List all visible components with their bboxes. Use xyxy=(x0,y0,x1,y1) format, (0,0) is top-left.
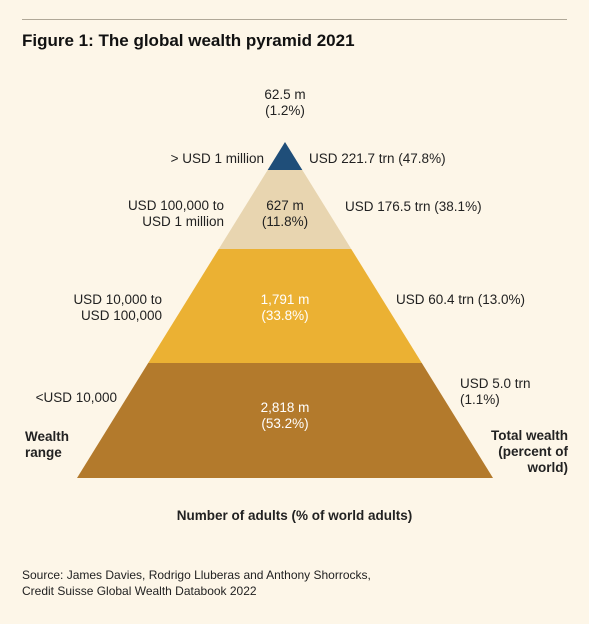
source-note: Source: James Davies, Rodrigo Lluberas a… xyxy=(22,567,371,599)
adults-label-tier-3: 1,791 m (33.8%) xyxy=(185,292,385,324)
adults-label-tier-4-line-1: 2,818 m xyxy=(260,400,310,415)
adults-label-tier-2-line-2: (11.8%) xyxy=(261,214,309,229)
wealth-range-axis-title: Wealth range xyxy=(25,429,69,461)
adults-label-tier-3-line-2: (33.8%) xyxy=(261,308,309,323)
total-wealth-label-tier-4-line-1: USD 5.0 trn xyxy=(460,376,531,391)
total-wealth-label-tier-1-line-1: USD 221.7 trn (47.8%) xyxy=(309,151,446,166)
wealth-range-label-tier-2-line-1: USD 100,000 to xyxy=(127,198,224,213)
adults-label-tier-3-line-1: 1,791 m xyxy=(260,292,310,307)
wealth-range-label-tier-2-line-2: USD 1 million xyxy=(142,214,224,229)
wealth-range-label-tier-3: USD 10,000 to USD 100,000 xyxy=(73,292,162,324)
total-wealth-label-tier-2: USD 176.5 trn (38.1%) xyxy=(345,199,482,215)
pyramid-tier-2 xyxy=(218,170,352,249)
wealth-range-label-tier-1-line-1: > USD 1 million xyxy=(170,151,264,166)
wealth-range-label-tier-1: > USD 1 million xyxy=(171,151,264,167)
adults-label-tier-4-line-2: (53.2%) xyxy=(261,416,309,431)
figure-title: Figure 1: The global wealth pyramid 2021 xyxy=(22,31,355,50)
total-wealth-axis-title: Total wealth (percent of world) xyxy=(491,428,568,476)
adults-label-tier-2: 627 m (11.8%) xyxy=(185,198,385,230)
total-wealth-label-tier-1: USD 221.7 trn (47.8%) xyxy=(309,151,446,167)
adults-label-tier-1-line-2: (1.2%) xyxy=(265,103,305,118)
pyramid-tier-4 xyxy=(77,363,493,478)
wealth-range-axis-title-line-1: Wealth xyxy=(25,429,70,444)
total-wealth-label-tier-4-line-2: (1.1%) xyxy=(460,392,500,407)
source-line-2: Credit Suisse Global Wealth Databook 202… xyxy=(22,584,257,598)
wealth-range-axis-title-line-2: range xyxy=(25,445,62,460)
wealth-range-label-tier-4-line-1: <USD 10,000 xyxy=(35,390,117,405)
adults-axis-title: Number of adults (% of world adults) xyxy=(176,508,413,523)
adults-label-tier-2-line-1: 627 m xyxy=(266,198,304,213)
adults-label-tier-1: 62.5 m (1.2%) xyxy=(185,87,385,119)
adults-label-tier-4: 2,818 m (53.2%) xyxy=(185,400,385,432)
wealth-range-label-tier-3-line-1: USD 10,000 to xyxy=(73,292,162,307)
wealth-range-label-tier-3-line-2: USD 100,000 xyxy=(80,308,162,323)
total-wealth-axis-title-line-2: (percent of xyxy=(498,444,568,459)
pyramid-tier-1 xyxy=(267,142,303,170)
pyramid-tier-3 xyxy=(148,249,422,363)
wealth-range-label-tier-4: <USD 10,000 xyxy=(36,390,117,406)
source-line-1: Source: James Davies, Rodrigo Lluberas a… xyxy=(22,568,371,582)
total-wealth-label-tier-4: USD 5.0 trn (1.1%) xyxy=(460,376,531,408)
wealth-range-label-tier-2: USD 100,000 to USD 1 million xyxy=(128,198,224,230)
total-wealth-axis-title-line-1: Total wealth xyxy=(490,428,568,443)
total-wealth-label-tier-2-line-1: USD 176.5 trn (38.1%) xyxy=(345,199,482,214)
adults-label-tier-1-line-1: 62.5 m xyxy=(264,87,306,102)
total-wealth-axis-title-line-3: world) xyxy=(527,460,569,475)
total-wealth-label-tier-3-line-1: USD 60.4 trn (13.0%) xyxy=(396,292,526,307)
total-wealth-label-tier-3: USD 60.4 trn (13.0%) xyxy=(396,292,525,308)
top-divider xyxy=(22,19,567,20)
